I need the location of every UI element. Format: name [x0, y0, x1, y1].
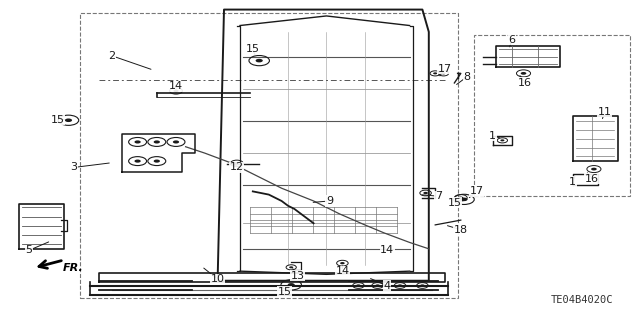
Text: 16: 16 [585, 174, 599, 184]
Circle shape [521, 72, 526, 75]
Text: 18: 18 [454, 225, 468, 235]
Text: 5: 5 [26, 245, 32, 256]
Text: 14: 14 [380, 245, 394, 256]
Text: 17: 17 [470, 186, 484, 197]
Circle shape [460, 197, 468, 201]
Circle shape [154, 160, 160, 163]
Circle shape [134, 160, 141, 163]
Circle shape [423, 192, 428, 194]
Text: TE04B4020C: TE04B4020C [551, 295, 614, 305]
Circle shape [134, 140, 141, 144]
Text: 15: 15 [447, 197, 461, 208]
Text: 7: 7 [435, 191, 442, 201]
Text: 10: 10 [211, 274, 225, 284]
Circle shape [500, 139, 504, 141]
Circle shape [289, 266, 293, 268]
Circle shape [154, 140, 160, 144]
Text: 13: 13 [291, 271, 305, 281]
Circle shape [420, 284, 425, 287]
Text: 17: 17 [438, 63, 452, 74]
Text: 1: 1 [490, 130, 496, 141]
Circle shape [458, 197, 463, 199]
Text: 12: 12 [230, 162, 244, 173]
Text: 15: 15 [278, 287, 292, 297]
Circle shape [356, 284, 361, 287]
Circle shape [173, 90, 179, 92]
Text: 11: 11 [598, 107, 612, 117]
Circle shape [173, 140, 179, 144]
Circle shape [375, 284, 380, 287]
Text: 15: 15 [51, 115, 65, 125]
Text: 4: 4 [383, 280, 391, 291]
Text: 2: 2 [108, 51, 116, 61]
Circle shape [591, 168, 596, 170]
Text: 3: 3 [70, 162, 77, 173]
Text: 9: 9 [326, 196, 333, 206]
Circle shape [397, 284, 403, 287]
Circle shape [442, 72, 445, 74]
Circle shape [65, 118, 72, 122]
Circle shape [255, 59, 263, 63]
Circle shape [340, 262, 345, 264]
Text: 15: 15 [246, 44, 260, 55]
Circle shape [287, 283, 295, 287]
Circle shape [433, 72, 437, 74]
Text: 14: 14 [169, 81, 183, 91]
Text: 16: 16 [518, 78, 532, 88]
Text: FR.: FR. [63, 263, 83, 273]
Text: 8: 8 [463, 71, 471, 82]
Circle shape [234, 162, 239, 165]
Text: 1: 1 [570, 177, 576, 187]
Text: 14: 14 [335, 266, 349, 276]
Text: 6: 6 [509, 35, 515, 45]
